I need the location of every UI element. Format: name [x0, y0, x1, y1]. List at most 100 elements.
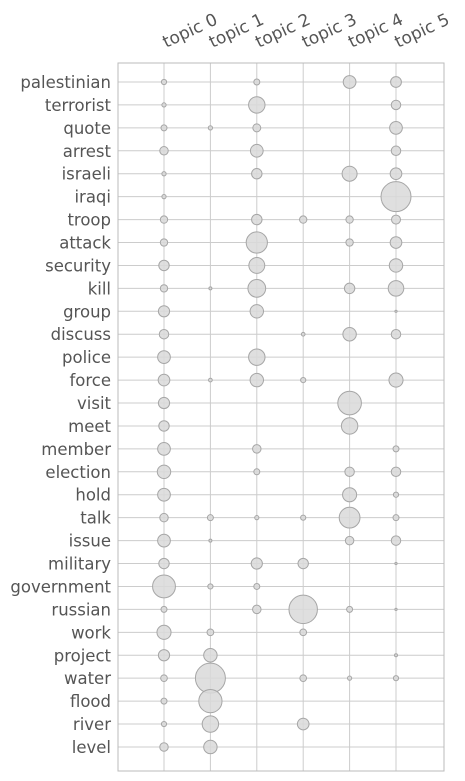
bubble-point — [249, 143, 264, 158]
bubble-point — [252, 604, 262, 615]
y-tick-label: israeli — [62, 165, 111, 184]
y-tick-label: group — [63, 302, 111, 321]
bubble-point — [158, 420, 170, 432]
y-tick-label: work — [71, 623, 111, 642]
bubble-point — [390, 328, 402, 340]
bubble-point — [156, 464, 172, 480]
bubble-point — [392, 491, 400, 498]
bubble-point — [208, 538, 213, 543]
y-tick-label: issue — [69, 532, 111, 551]
bubble-point — [248, 96, 266, 114]
bubble-point — [340, 417, 359, 435]
y-tick-label: attack — [59, 234, 111, 253]
y-tick-label: security — [45, 256, 111, 275]
y-tick-label: meet — [68, 417, 111, 436]
bubble-point — [161, 171, 167, 177]
bubble-point — [390, 99, 402, 111]
bubble-point — [341, 165, 358, 182]
bubble-point — [160, 605, 168, 613]
bubble-point — [159, 238, 169, 247]
y-tick-label: military — [48, 555, 111, 574]
y-tick-label: russian — [51, 600, 111, 619]
bubble-point — [342, 487, 358, 503]
y-tick-label: member — [41, 440, 111, 459]
bubble-point — [394, 309, 398, 313]
bubble-point — [157, 442, 171, 456]
bubble-point — [296, 717, 310, 731]
bubble-point — [346, 675, 353, 681]
bubble-point — [158, 259, 170, 272]
bubble-point — [346, 605, 354, 613]
bubble-point — [157, 487, 171, 502]
y-tick-label: quote — [63, 119, 111, 138]
y-tick-label: terrorist — [45, 96, 112, 115]
bubble-point — [389, 236, 403, 249]
bubble-point — [392, 514, 400, 522]
bubble-point — [299, 628, 308, 637]
bubble-point — [158, 328, 170, 340]
bubble-point — [251, 213, 263, 226]
bubble-point — [253, 78, 261, 86]
bubble-point — [394, 607, 398, 611]
bubble-point — [390, 535, 402, 546]
bubble-point — [157, 533, 171, 548]
bubble-point — [388, 372, 404, 388]
bubble-point — [387, 280, 405, 297]
bubble-point — [299, 215, 308, 224]
bubble-point — [208, 377, 213, 383]
bubble-point — [159, 742, 169, 752]
bubble-point — [345, 238, 354, 247]
bubble-point — [299, 674, 308, 683]
bubble-point — [342, 327, 357, 342]
y-tick-label: palestinian — [20, 73, 111, 92]
bubble-point — [390, 466, 402, 478]
bubble-point — [161, 102, 167, 108]
bubble-point — [248, 348, 266, 366]
bubble-point — [344, 466, 355, 478]
y-tick-label: hold — [75, 486, 111, 505]
bubble-point — [207, 583, 214, 590]
bubble-point — [252, 444, 262, 454]
bubble-point — [201, 715, 220, 733]
bubble-point — [208, 286, 213, 291]
bubble-point — [394, 653, 398, 658]
bubble-point — [249, 372, 265, 388]
bubble-point — [207, 125, 214, 131]
bubble-point — [300, 376, 307, 384]
bubble-point — [157, 649, 171, 662]
bubble-point — [157, 396, 171, 410]
bubble-point — [250, 557, 263, 570]
bubble-point — [247, 279, 267, 298]
bubble-point — [157, 305, 171, 318]
bubble-point — [253, 468, 261, 476]
y-tick-label: river — [73, 715, 111, 734]
bubble-point — [159, 215, 169, 224]
bubble-point — [156, 624, 172, 640]
y-tick-label: election — [45, 463, 111, 482]
y-tick-label: iraqi — [74, 188, 111, 207]
y-tick-label: level — [72, 738, 111, 757]
bubble-point — [248, 257, 266, 274]
bubble-point — [344, 535, 355, 546]
bubble-point — [158, 557, 170, 570]
bubble-point — [160, 124, 168, 132]
bubble-point — [345, 215, 354, 224]
y-tick-label: talk — [80, 509, 111, 528]
bubble-point — [157, 373, 171, 387]
bubble-series — [152, 75, 412, 755]
bubble-point — [254, 515, 260, 521]
bubble-point — [392, 445, 400, 453]
bubble-point — [342, 75, 357, 89]
y-tick-label: police — [62, 348, 111, 367]
bubble-point — [297, 557, 309, 570]
bubble-point — [288, 594, 318, 625]
bubble-point — [203, 648, 218, 663]
y-axis-tick-labels: palestinian terrorist quote arrest israeli ir… — [10, 73, 111, 757]
bubble-point — [152, 574, 176, 599]
bubble-point — [159, 146, 169, 156]
bubble-point — [389, 121, 403, 135]
bubble-point — [390, 145, 402, 157]
bubble-point — [338, 506, 361, 529]
